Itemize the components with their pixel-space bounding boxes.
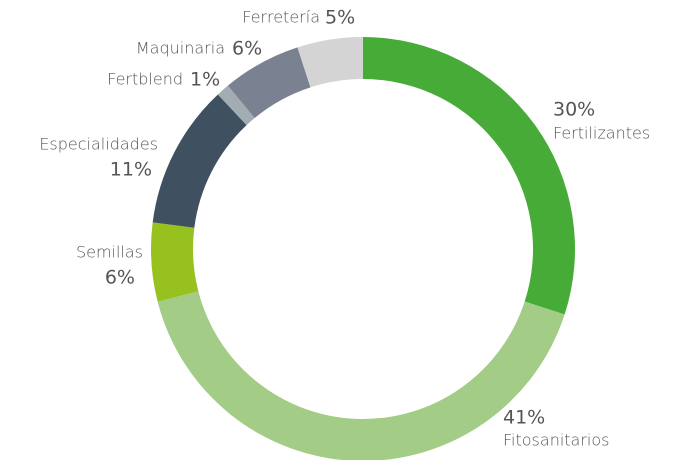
donut-segment — [297, 37, 363, 88]
segment-label: Ferretería — [242, 8, 320, 27]
segment-value-label: 6% — [105, 267, 135, 289]
segment-value-label: 6% — [232, 38, 262, 60]
donut-segment — [217, 85, 255, 126]
donut-segment — [152, 94, 247, 228]
segment-label: Maquinaria — [136, 39, 225, 58]
segment-label: Fertblend — [107, 70, 183, 89]
segment-label: Fertilizantes — [553, 124, 650, 143]
segment-value-label: 11% — [110, 159, 152, 181]
segment-label: Fitosanitarios — [503, 431, 610, 450]
segment-value-label: 41% — [503, 407, 545, 429]
donut-segment — [151, 222, 199, 302]
segment-value-label: 5% — [325, 7, 355, 29]
segment-label: Especialidades — [39, 135, 158, 154]
segment-value-label: 30% — [553, 99, 595, 121]
segment-label: Semillas — [76, 243, 143, 262]
donut-segment — [363, 37, 575, 315]
segment-value-label: 1% — [190, 69, 220, 91]
donut-segment — [227, 47, 311, 119]
donut-segment — [157, 291, 565, 460]
